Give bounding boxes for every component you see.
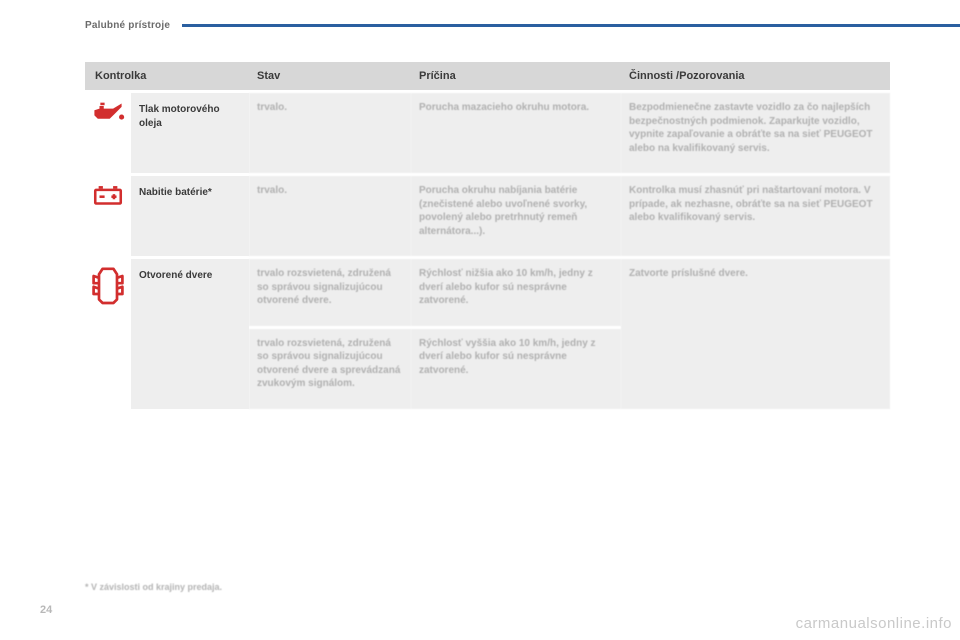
col-kontrolka: Kontrolka	[85, 62, 249, 92]
indicator-cinnosti: Kontrolka musí zhasnúť pri naštartovaní …	[621, 175, 890, 258]
table-row: Otvorené dvere trvalo rozsvietená, združ…	[85, 258, 890, 328]
indicator-stav: trvalo rozsvietená, združená so správou …	[249, 258, 411, 328]
indicator-stav: trvalo.	[249, 175, 411, 258]
icon-cell	[85, 258, 131, 411]
indicator-name: Otvorené dvere	[131, 258, 249, 411]
indicator-pricina: Porucha mazacieho okruhu motora.	[411, 92, 621, 175]
footnote: * V závislosti od krajiny predaja.	[85, 582, 222, 592]
indicator-pricina: Rýchlosť nižšia ako 10 km/h, jedny z dve…	[411, 258, 621, 328]
table-row: Nabitie batérie* trvalo. Porucha okruhu …	[85, 175, 890, 258]
indicator-cinnosti: Bezpodmienečne zastavte vozidlo za čo na…	[621, 92, 890, 175]
page-number: 24	[40, 604, 52, 616]
battery-icon	[91, 182, 125, 208]
oil-can-icon	[91, 99, 125, 125]
header-rule	[182, 24, 960, 27]
doors-icon	[90, 265, 126, 305]
indicator-pricina: Porucha okruhu nabíjania batérie (znečis…	[411, 175, 621, 258]
indicator-name: Nabitie batérie*	[131, 175, 249, 258]
table: Kontrolka Stav Príčina Činnosti /Pozorov…	[85, 62, 890, 412]
col-pricina: Príčina	[411, 62, 621, 92]
table-row: Tlak motorového oleja trvalo. Porucha ma…	[85, 92, 890, 175]
indicator-stav: trvalo.	[249, 92, 411, 175]
indicator-stav: trvalo rozsvietená, združená so správou …	[249, 327, 411, 410]
col-cinnosti: Činnosti /Pozorovania	[621, 62, 890, 92]
indicator-pricina: Rýchlosť vyššia ako 10 km/h, jedny z dve…	[411, 327, 621, 410]
table-header-row: Kontrolka Stav Príčina Činnosti /Pozorov…	[85, 62, 890, 92]
indicator-name: Tlak motorového oleja	[131, 92, 249, 175]
watermark: carmanualsonline.info	[796, 615, 952, 632]
col-stav: Stav	[249, 62, 411, 92]
indicator-cinnosti: Zatvorte príslušné dvere.	[621, 258, 890, 411]
icon-cell	[85, 92, 131, 175]
header-line: Palubné prístroje	[85, 20, 960, 31]
page: Palubné prístroje Kontrolka Stav Príčina…	[0, 0, 960, 640]
icon-cell	[85, 175, 131, 258]
section-title: Palubné prístroje	[85, 20, 182, 31]
indicators-table: Kontrolka Stav Príčina Činnosti /Pozorov…	[85, 62, 890, 412]
